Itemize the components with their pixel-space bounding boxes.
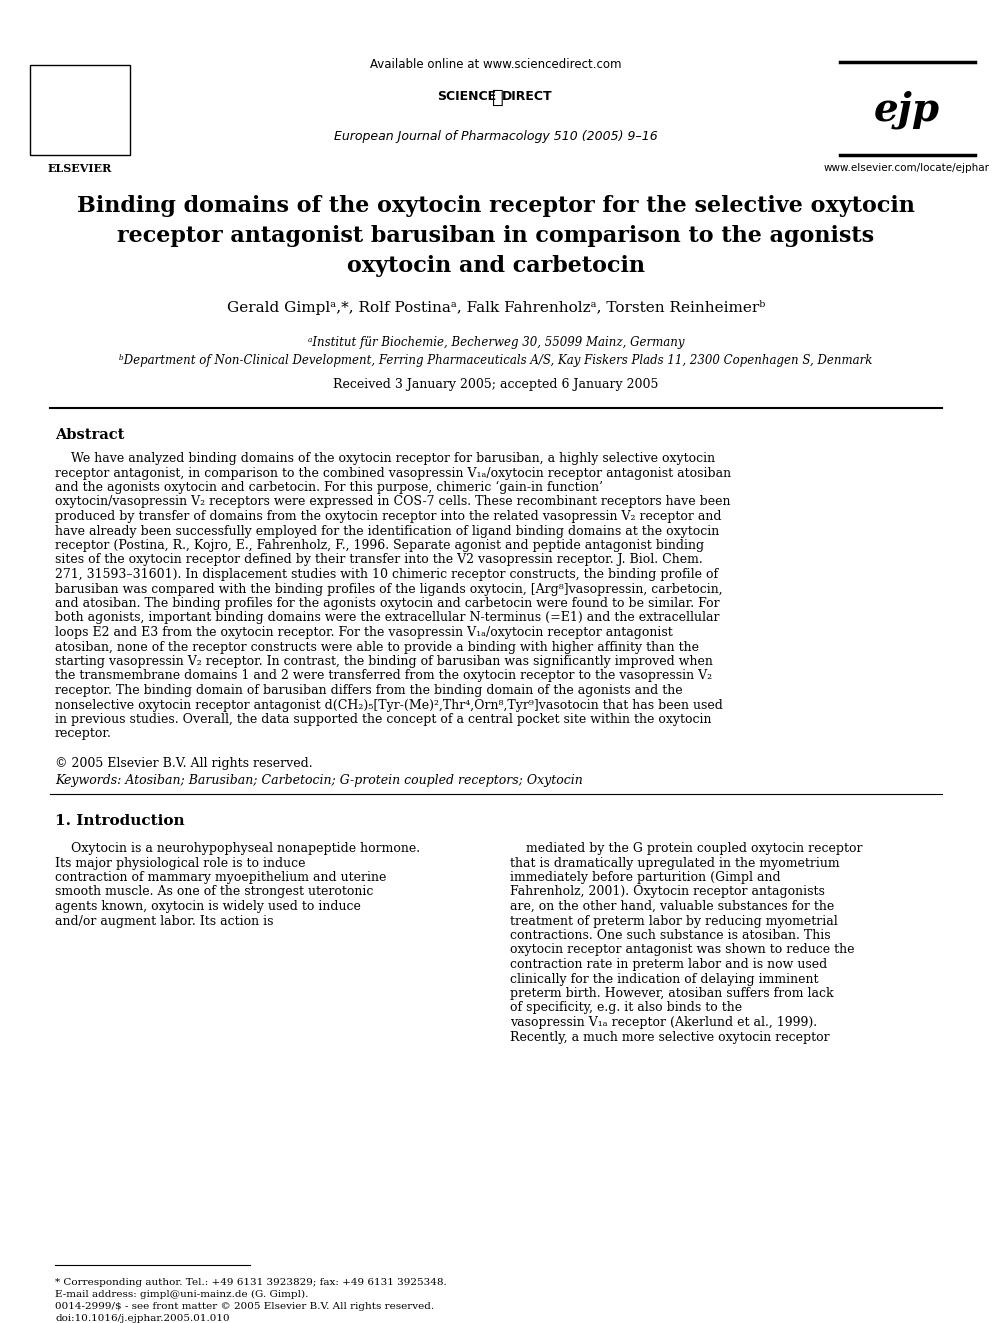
Text: ⓐ: ⓐ: [492, 89, 504, 107]
Text: sites of the oxytocin receptor defined by their transfer into the V2 vasopressin: sites of the oxytocin receptor defined b…: [55, 553, 702, 566]
Text: Keywords: Atosiban; Barusiban; Carbetocin; G-protein coupled receptors; Oxytocin: Keywords: Atosiban; Barusiban; Carbetoci…: [55, 774, 582, 787]
Text: 271, 31593–31601). In displacement studies with 10 chimeric receptor constructs,: 271, 31593–31601). In displacement studi…: [55, 568, 718, 581]
Text: receptor antagonist barusiban in comparison to the agonists: receptor antagonist barusiban in compari…: [117, 225, 875, 247]
Text: contractions. One such substance is atosiban. This: contractions. One such substance is atos…: [510, 929, 830, 942]
Text: receptor antagonist, in comparison to the combined vasopressin V₁ₐ/oxytocin rece: receptor antagonist, in comparison to th…: [55, 467, 731, 479]
Text: DIRECT: DIRECT: [502, 90, 553, 103]
Text: We have analyzed binding domains of the oxytocin receptor for barusiban, a highl: We have analyzed binding domains of the …: [55, 452, 715, 464]
Text: clinically for the indication of delaying imminent: clinically for the indication of delayin…: [510, 972, 818, 986]
Text: ᵃInstitut für Biochemie, Becherweg 30, 55099 Mainz, Germany: ᵃInstitut für Biochemie, Becherweg 30, 5…: [308, 336, 684, 349]
Text: treatment of preterm labor by reducing myometrial: treatment of preterm labor by reducing m…: [510, 914, 838, 927]
Text: * Corresponding author. Tel.: +49 6131 3923829; fax: +49 6131 3925348.: * Corresponding author. Tel.: +49 6131 3…: [55, 1278, 446, 1287]
Text: both agonists, important binding domains were the extracellular N-terminus (=E1): both agonists, important binding domains…: [55, 611, 719, 624]
Text: SCIENCE: SCIENCE: [436, 90, 496, 103]
Text: have already been successfully employed for the identification of ligand binding: have already been successfully employed …: [55, 524, 719, 537]
Text: are, on the other hand, valuable substances for the: are, on the other hand, valuable substan…: [510, 900, 834, 913]
Text: Recently, a much more selective oxytocin receptor: Recently, a much more selective oxytocin…: [510, 1031, 829, 1044]
Text: agents known, oxytocin is widely used to induce: agents known, oxytocin is widely used to…: [55, 900, 361, 913]
Text: Its major physiological role is to induce: Its major physiological role is to induc…: [55, 856, 306, 869]
Text: E-mail address: gimpl@uni-mainz.de (G. Gimpl).: E-mail address: gimpl@uni-mainz.de (G. G…: [55, 1290, 309, 1299]
Text: immediately before parturition (Gimpl and: immediately before parturition (Gimpl an…: [510, 871, 781, 884]
Text: ᵇDepartment of Non-Clinical Development, Ferring Pharmaceuticals A/S, Kay Fisker: ᵇDepartment of Non-Clinical Development,…: [119, 355, 873, 366]
Text: Abstract: Abstract: [55, 429, 124, 442]
Text: receptor (Postina, R., Kojro, E., Fahrenholz, F., 1996. Separate agonist and pep: receptor (Postina, R., Kojro, E., Fahren…: [55, 538, 704, 552]
Text: that is dramatically upregulated in the myometrium: that is dramatically upregulated in the …: [510, 856, 839, 869]
Text: receptor.: receptor.: [55, 728, 112, 741]
Text: doi:10.1016/j.ejphar.2005.01.010: doi:10.1016/j.ejphar.2005.01.010: [55, 1314, 229, 1323]
Text: vasopressin V₁ₐ receptor (Akerlund et al., 1999).: vasopressin V₁ₐ receptor (Akerlund et al…: [510, 1016, 817, 1029]
Text: mediated by the G protein coupled oxytocin receptor: mediated by the G protein coupled oxytoc…: [510, 841, 862, 855]
Text: 0014-2999/$ - see front matter © 2005 Elsevier B.V. All rights reserved.: 0014-2999/$ - see front matter © 2005 El…: [55, 1302, 434, 1311]
Text: ejp: ejp: [874, 91, 940, 130]
Text: barusiban was compared with the binding profiles of the ligands oxytocin, [Arg⁸]: barusiban was compared with the binding …: [55, 582, 722, 595]
Text: ELSEVIER: ELSEVIER: [48, 163, 112, 175]
Text: Received 3 January 2005; accepted 6 January 2005: Received 3 January 2005; accepted 6 Janu…: [333, 378, 659, 392]
Text: European Journal of Pharmacology 510 (2005) 9–16: European Journal of Pharmacology 510 (20…: [334, 130, 658, 143]
Text: preterm birth. However, atosiban suffers from lack: preterm birth. However, atosiban suffers…: [510, 987, 833, 1000]
Text: and/or augment labor. Its action is: and/or augment labor. Its action is: [55, 914, 274, 927]
Text: and the agonists oxytocin and carbetocin. For this purpose, chimeric ‘gain-in fu: and the agonists oxytocin and carbetocin…: [55, 482, 603, 495]
Text: Available online at www.sciencedirect.com: Available online at www.sciencedirect.co…: [370, 58, 622, 71]
Text: receptor. The binding domain of barusiban differs from the binding domain of the: receptor. The binding domain of barusiba…: [55, 684, 682, 697]
Text: starting vasopressin V₂ receptor. In contrast, the binding of barusiban was sign: starting vasopressin V₂ receptor. In con…: [55, 655, 713, 668]
Text: 1. Introduction: 1. Introduction: [55, 814, 185, 828]
Text: nonselective oxytocin receptor antagonist d(CH₂)₅[Tyr-(Me)²,Thr⁴,Orn⁸,Tyr⁹]vasot: nonselective oxytocin receptor antagonis…: [55, 699, 723, 712]
Text: oxytocin and carbetocin: oxytocin and carbetocin: [347, 255, 645, 277]
Text: contraction of mammary myoepithelium and uterine: contraction of mammary myoepithelium and…: [55, 871, 386, 884]
Text: Oxytocin is a neurohypophyseal nonapeptide hormone.: Oxytocin is a neurohypophyseal nonapepti…: [55, 841, 421, 855]
Text: contraction rate in preterm labor and is now used: contraction rate in preterm labor and is…: [510, 958, 827, 971]
Text: Fahrenholz, 2001). Oxytocin receptor antagonists: Fahrenholz, 2001). Oxytocin receptor ant…: [510, 885, 825, 898]
Text: of specificity, e.g. it also binds to the: of specificity, e.g. it also binds to th…: [510, 1002, 742, 1015]
Text: the transmembrane domains 1 and 2 were transferred from the oxytocin receptor to: the transmembrane domains 1 and 2 were t…: [55, 669, 712, 683]
Text: © 2005 Elsevier B.V. All rights reserved.: © 2005 Elsevier B.V. All rights reserved…: [55, 757, 312, 770]
Text: atosiban, none of the receptor constructs were able to provide a binding with hi: atosiban, none of the receptor construct…: [55, 640, 699, 654]
Text: Binding domains of the oxytocin receptor for the selective oxytocin: Binding domains of the oxytocin receptor…: [77, 194, 915, 217]
Text: www.elsevier.com/locate/ejphar: www.elsevier.com/locate/ejphar: [824, 163, 990, 173]
Text: smooth muscle. As one of the strongest uterotonic: smooth muscle. As one of the strongest u…: [55, 885, 373, 898]
Text: loops E2 and E3 from the oxytocin receptor. For the vasopressin V₁ₐ/oxytocin rec: loops E2 and E3 from the oxytocin recept…: [55, 626, 673, 639]
Text: in previous studies. Overall, the data supported the concept of a central pocket: in previous studies. Overall, the data s…: [55, 713, 711, 726]
Text: oxytocin/vasopressin V₂ receptors were expressed in COS-7 cells. These recombina: oxytocin/vasopressin V₂ receptors were e…: [55, 496, 730, 508]
Text: Gerald Gimplᵃ,*, Rolf Postinaᵃ, Falk Fahrenholzᵃ, Torsten Reinheimerᵇ: Gerald Gimplᵃ,*, Rolf Postinaᵃ, Falk Fah…: [227, 300, 765, 315]
Text: and atosiban. The binding profiles for the agonists oxytocin and carbetocin were: and atosiban. The binding profiles for t…: [55, 597, 719, 610]
Text: produced by transfer of domains from the oxytocin receptor into the related vaso: produced by transfer of domains from the…: [55, 509, 721, 523]
Text: oxytocin receptor antagonist was shown to reduce the: oxytocin receptor antagonist was shown t…: [510, 943, 854, 957]
